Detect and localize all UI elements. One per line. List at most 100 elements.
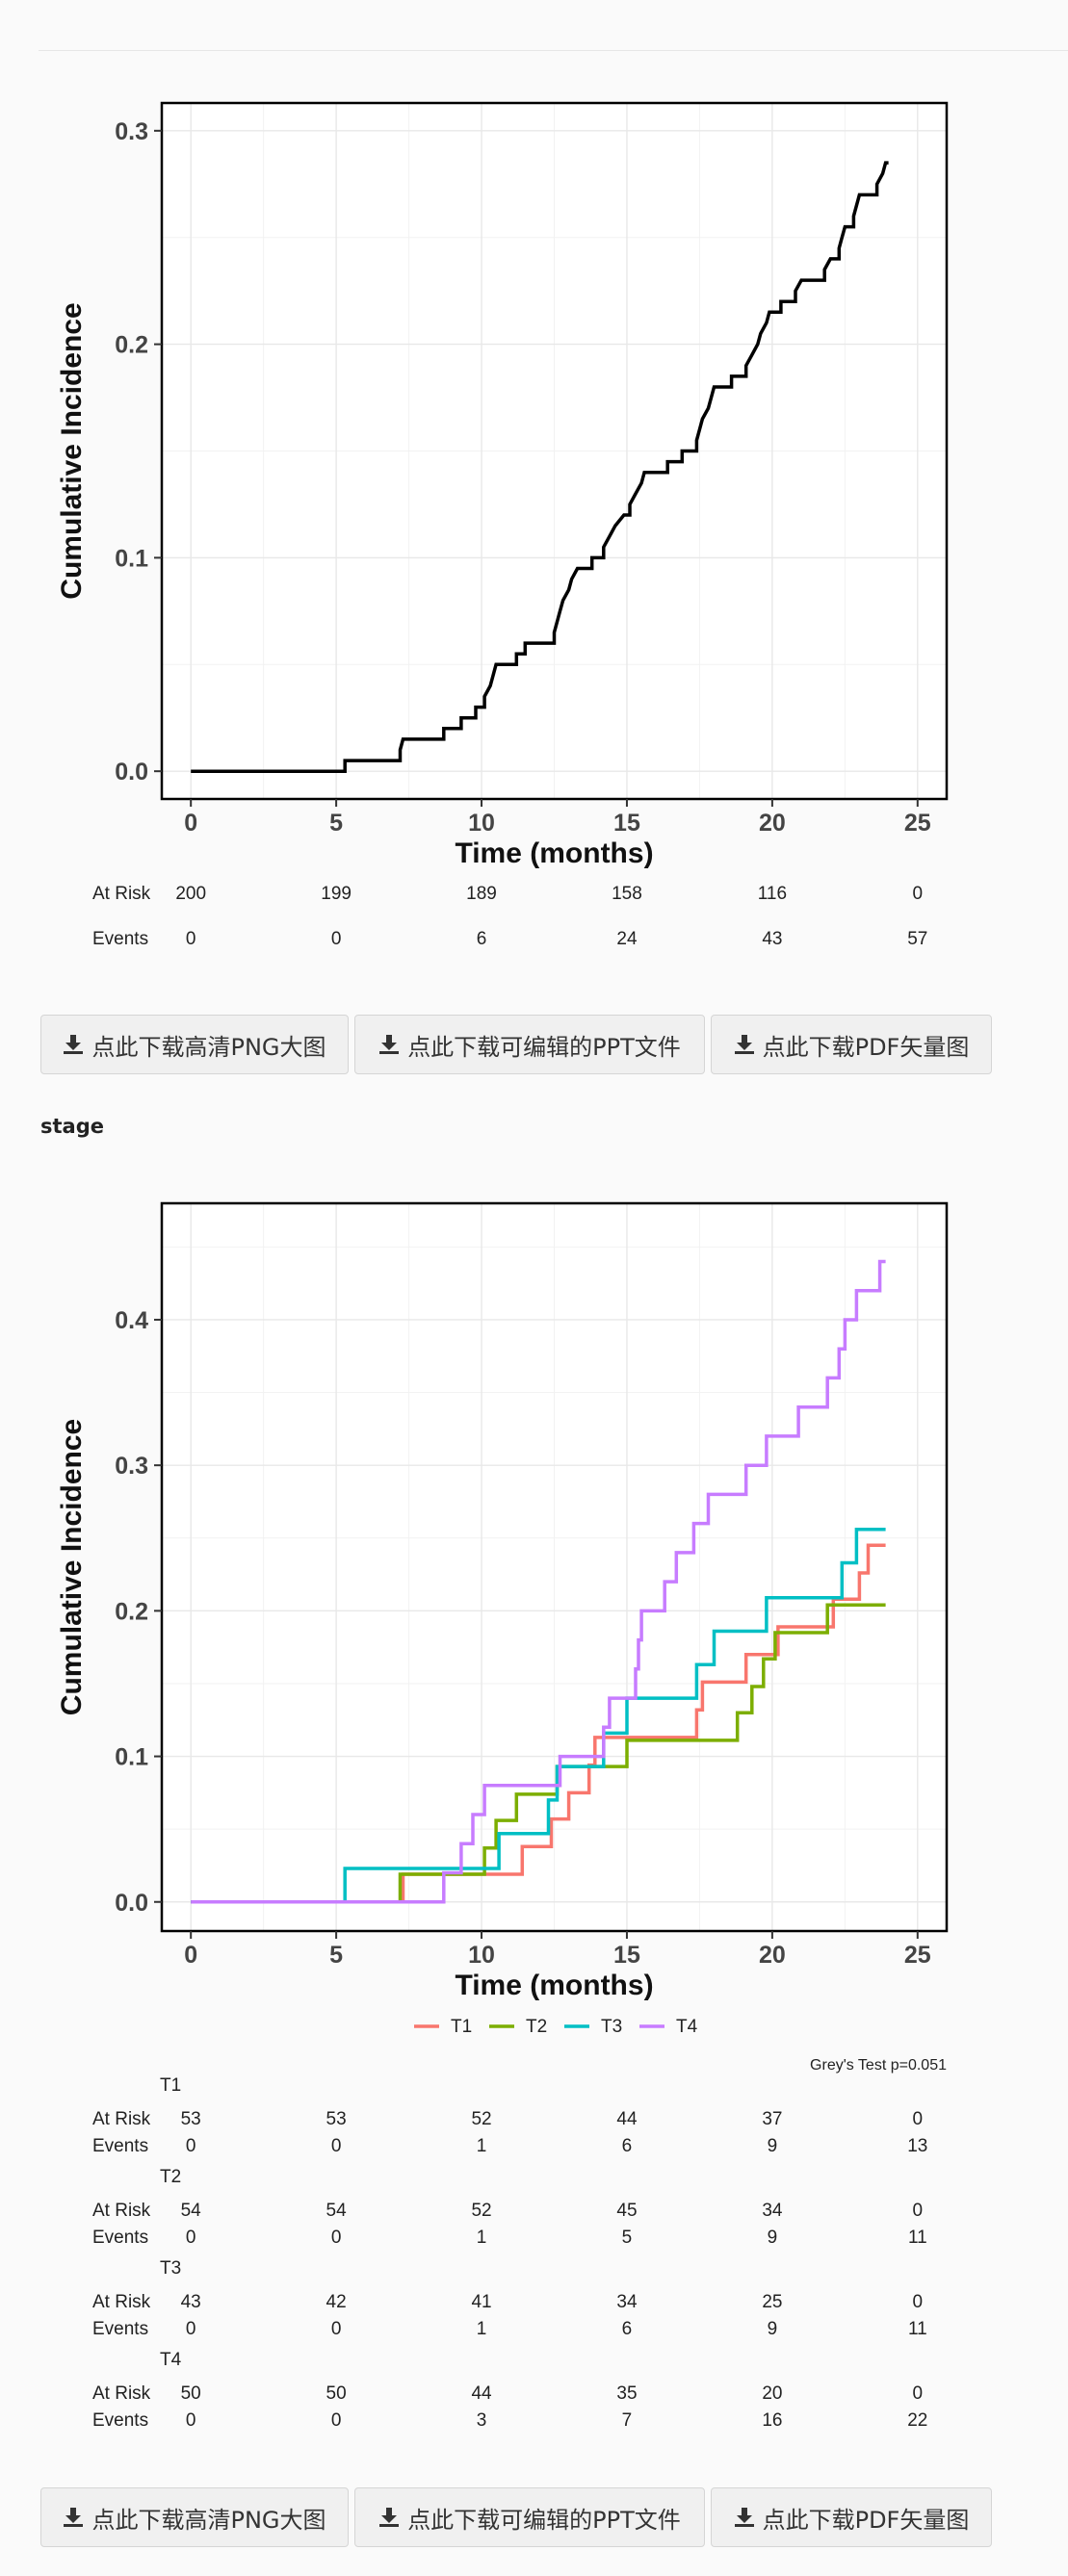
download-ppt-label: 点此下载可编辑的PPT文件	[407, 2506, 681, 2534]
x-tick-label: 15	[613, 1942, 640, 1969]
download-pdf-button[interactable]: 点此下载PDF矢量图	[711, 2487, 992, 2547]
risk-cell: 53	[181, 2109, 201, 2129]
risk-cell: 0	[186, 2228, 196, 2248]
y-axis-title: Cumulative Incidence	[56, 302, 88, 599]
download-icon	[64, 1035, 84, 1054]
risk-cell: 45	[616, 2201, 637, 2221]
risk-cell: 0	[913, 2201, 924, 2221]
risk-cell: 34	[616, 2292, 638, 2312]
risk-cell: 6	[622, 2136, 633, 2156]
risk-cell: 0	[186, 2410, 196, 2431]
x-tick-label: 20	[759, 810, 786, 837]
risk-cell: 0	[913, 884, 924, 904]
risk-cell: 6	[622, 2319, 633, 2339]
plot-border	[160, 101, 949, 801]
risk-cell: 50	[326, 2383, 347, 2404]
legend-label-t4: T4	[676, 2017, 698, 2037]
risk-cell: 1	[477, 2136, 487, 2156]
download-button-row-2: 点此下载高清PNG大图 点此下载可编辑的PPT文件 点此下载PDF矢量图	[40, 2487, 992, 2547]
risk-cell: 24	[616, 929, 638, 949]
risk-cell: 50	[181, 2383, 201, 2404]
risk-cell: 41	[471, 2292, 491, 2312]
legend-label-t2: T2	[526, 2017, 547, 2037]
risk-cell: 9	[768, 2136, 778, 2156]
y-tick-label: 0.4	[115, 1307, 148, 1334]
risk-row-label: Events	[92, 2410, 148, 2431]
x-tick-label: 5	[329, 1942, 343, 1969]
series-line-t4	[191, 1259, 886, 1904]
risk-cell: 3	[477, 2410, 487, 2431]
risk-cell: 0	[331, 2410, 342, 2431]
risk-cell: 35	[616, 2383, 637, 2404]
risk-cell: 25	[762, 2292, 782, 2312]
y-axis-title: Cumulative Incidence	[56, 1419, 88, 1715]
download-png-button[interactable]: 点此下载高清PNG大图	[40, 2487, 349, 2547]
risk-row-label: At Risk	[92, 884, 151, 904]
x-axis-title: Time (months)	[455, 1970, 653, 2001]
risk-cell: 20	[762, 2383, 782, 2404]
risk-cell: 44	[471, 2383, 492, 2404]
risk-row-label: Events	[92, 929, 148, 949]
risk-cell: 54	[181, 2201, 202, 2221]
download-icon	[734, 2508, 754, 2527]
risk-cell: 16	[762, 2410, 782, 2431]
download-icon	[734, 1035, 754, 1054]
y-tick-label: 0.0	[115, 759, 148, 786]
risk-row-label: Events	[92, 2228, 148, 2248]
download-icon	[64, 2508, 84, 2527]
risk-cell: 1	[477, 2228, 487, 2248]
download-pdf-button[interactable]: 点此下载PDF矢量图	[711, 1015, 992, 1074]
x-tick-label: 25	[904, 810, 931, 837]
y-tick-label: 0.2	[115, 332, 148, 359]
download-button-row-1: 点此下载高清PNG大图 点此下载可编辑的PPT文件 点此下载PDF矢量图	[40, 1015, 992, 1074]
risk-row-label: At Risk	[92, 2201, 151, 2221]
y-tick-label: 0.3	[115, 118, 148, 145]
risk-row-label: Events	[92, 2319, 148, 2339]
greys-test-annotation: Grey's Test p=0.051	[810, 2057, 947, 2074]
risk-cell: 0	[331, 929, 342, 949]
risk-cell: 54	[326, 2201, 348, 2221]
risk-group-label-t2: T2	[160, 2167, 181, 2187]
x-tick-label: 0	[184, 810, 197, 837]
risk-cell: 11	[908, 2319, 927, 2339]
risk-cell: 13	[907, 2136, 927, 2156]
y-tick-label: 0.0	[115, 1890, 148, 1917]
risk-cell: 9	[768, 2319, 778, 2339]
risk-cell: 52	[471, 2201, 491, 2221]
risk-cell: 189	[466, 884, 497, 904]
risk-cell: 34	[762, 2201, 783, 2221]
download-ppt-label: 点此下载可编辑的PPT文件	[407, 1033, 681, 1061]
y-tick-label: 0.1	[115, 545, 148, 572]
download-icon	[379, 2508, 400, 2527]
risk-cell: 1	[477, 2319, 487, 2339]
x-tick-label: 15	[613, 810, 640, 837]
series-line-0	[191, 161, 889, 773]
risk-cell: 57	[907, 929, 927, 949]
download-png-button[interactable]: 点此下载高清PNG大图	[40, 1015, 349, 1074]
risk-cell: 53	[326, 2109, 347, 2129]
risk-cell: 5	[622, 2228, 633, 2248]
x-tick-label: 25	[904, 1942, 931, 1969]
y-tick-label: 0.1	[115, 1744, 148, 1771]
download-png-label: 点此下载高清PNG大图	[91, 1033, 326, 1061]
download-ppt-button[interactable]: 点此下载可编辑的PPT文件	[354, 2487, 705, 2547]
risk-row-label: At Risk	[92, 2292, 151, 2312]
x-tick-label: 0	[184, 1942, 197, 1969]
x-tick-label: 10	[468, 810, 495, 837]
top-divider	[39, 50, 1068, 51]
risk-cell: 11	[908, 2228, 927, 2248]
risk-cell: 43	[181, 2292, 201, 2312]
x-tick-label: 20	[759, 1942, 786, 1969]
risk-cell: 0	[913, 2109, 924, 2129]
risk-cell: 0	[913, 2383, 924, 2404]
risk-cell: 0	[186, 2319, 196, 2339]
legend: T1 T2 T3 T4	[414, 2017, 698, 2037]
download-ppt-button[interactable]: 点此下载可编辑的PPT文件	[354, 1015, 705, 1074]
download-icon	[379, 1035, 400, 1054]
risk-cell: 0	[186, 929, 196, 949]
risk-cell: 22	[907, 2410, 927, 2431]
risk-cell: 0	[331, 2319, 342, 2339]
x-tick-label: 10	[468, 1942, 495, 1969]
